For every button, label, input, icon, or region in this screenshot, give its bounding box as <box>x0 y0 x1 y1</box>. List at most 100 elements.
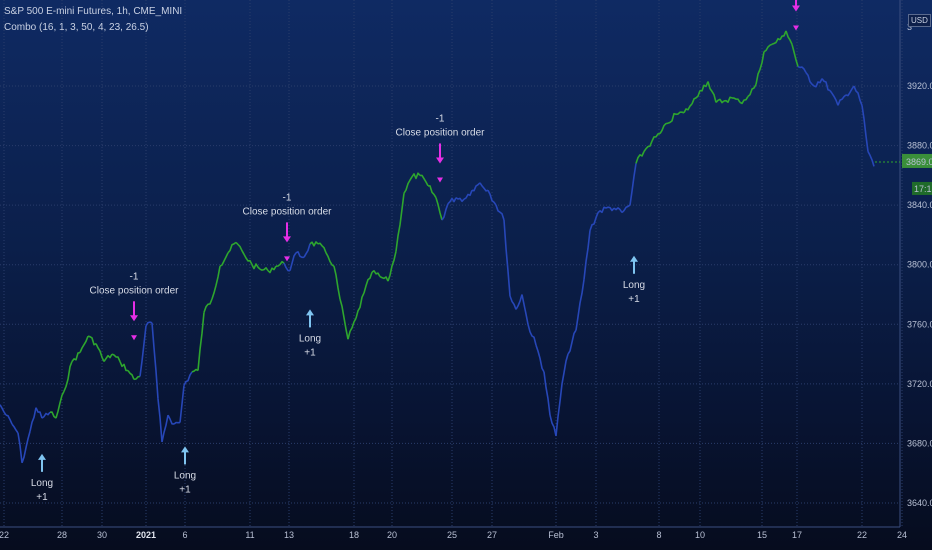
series-segment <box>515 294 523 310</box>
series-segment <box>509 295 517 310</box>
series-segment <box>771 37 781 46</box>
series-segment <box>763 43 773 53</box>
long-qty-label: +1 <box>628 294 640 305</box>
series-segment <box>747 84 757 98</box>
series-segment <box>87 335 97 346</box>
close-tick-marker <box>284 256 290 262</box>
close-qty-label: -1 <box>130 271 139 282</box>
series-segment <box>853 85 863 106</box>
series-segment <box>63 361 73 392</box>
close-tick-marker <box>437 177 443 183</box>
long-qty-label: +1 <box>179 484 191 495</box>
series-segment <box>605 206 615 212</box>
series-segment <box>95 343 105 362</box>
series-segment <box>309 241 319 247</box>
series-segment <box>179 385 185 423</box>
series-segment <box>635 151 645 164</box>
symbol-title[interactable]: S&P 500 E-mini Futures, 1h, CME_MINI <box>4 6 183 17</box>
series-segment <box>691 90 701 105</box>
series-segment <box>435 197 443 221</box>
series-segment <box>167 414 175 425</box>
series-segment <box>371 270 381 278</box>
series-segment <box>487 189 497 206</box>
series-segment <box>227 241 237 254</box>
series-segment <box>723 96 733 103</box>
y-tick-label: 3920.00 <box>907 81 932 91</box>
series-segment <box>837 94 847 106</box>
series-segment <box>303 243 311 258</box>
x-tick-label: 10 <box>695 530 705 540</box>
countdown-value: 17:15 <box>914 184 932 194</box>
series-segment <box>211 266 221 300</box>
chart-legend: S&P 500 E-mini Futures, 1h, CME_MINI Com… <box>4 4 182 36</box>
last-price-value: 3869.00 <box>906 157 932 167</box>
y-tick-label: 3680.00 <box>907 438 932 448</box>
series-segment <box>71 351 81 362</box>
indicator-title[interactable]: Combo (16, 1, 3, 50, 4, 23, 26.5) <box>4 22 149 33</box>
series-segment <box>191 368 199 373</box>
long-arrow-head <box>306 309 314 316</box>
series-segment <box>295 251 304 259</box>
x-tick-label: 11 <box>245 530 254 540</box>
x-tick-label: 22 <box>857 530 867 540</box>
series-segment <box>283 262 291 272</box>
series-segment <box>675 111 685 116</box>
series-segment <box>699 81 709 92</box>
series-segment <box>503 219 511 297</box>
series-segment <box>683 103 693 114</box>
series-segment <box>197 312 205 371</box>
long-qty-label: +1 <box>36 492 48 503</box>
series-segment <box>275 260 285 267</box>
currency-badge[interactable]: USD <box>908 14 931 27</box>
series-segment <box>5 414 13 425</box>
series-segment <box>447 197 457 205</box>
x-tick-label: Feb <box>548 530 564 540</box>
x-tick-label: 8 <box>656 530 661 540</box>
y-tick-label: 3720.00 <box>907 379 932 389</box>
series-segment <box>779 30 787 41</box>
close-arrow-head <box>436 157 444 164</box>
close-order-label: Close position order <box>90 285 180 296</box>
x-tick-label: 24 <box>897 530 907 540</box>
series-segment <box>0 404 7 416</box>
countdown-badge <box>912 181 932 195</box>
series-segment <box>395 193 405 252</box>
series-segment <box>535 344 545 373</box>
x-tick-label: 30 <box>97 530 107 540</box>
x-tick-label: 13 <box>284 530 294 540</box>
series-segment <box>347 317 357 340</box>
series-segment <box>629 163 637 206</box>
series-segment <box>11 423 19 434</box>
series-segment <box>659 122 669 135</box>
y-tick-label: 3760.00 <box>907 319 932 329</box>
series-segment <box>471 182 481 192</box>
series-segment <box>251 263 261 270</box>
series-segment <box>145 321 153 327</box>
series-segment <box>235 241 245 255</box>
series-segment <box>643 140 653 152</box>
series-segment <box>455 197 465 203</box>
series-segment <box>41 411 51 419</box>
series-segment <box>127 370 135 380</box>
series-segment <box>259 267 269 272</box>
series-segment <box>103 353 113 362</box>
series-segment <box>355 292 365 319</box>
close-tick-marker <box>793 25 799 31</box>
series-segment <box>420 174 429 187</box>
x-tick-label: 20 <box>387 530 397 540</box>
x-tick-label: 22 <box>0 530 9 540</box>
series-segment <box>111 353 121 362</box>
series-segment <box>339 298 349 340</box>
series-segment <box>151 322 159 399</box>
x-tick-label: 28 <box>57 530 67 540</box>
series-segment <box>379 275 389 282</box>
series-segment <box>667 112 677 124</box>
series-segment <box>35 407 43 419</box>
x-tick-label: 2021 <box>136 530 156 540</box>
series-segment <box>325 252 335 267</box>
series-segment <box>861 105 869 152</box>
series-segment <box>583 230 591 280</box>
series-segment <box>173 421 181 425</box>
close-arrow-head <box>283 236 291 243</box>
